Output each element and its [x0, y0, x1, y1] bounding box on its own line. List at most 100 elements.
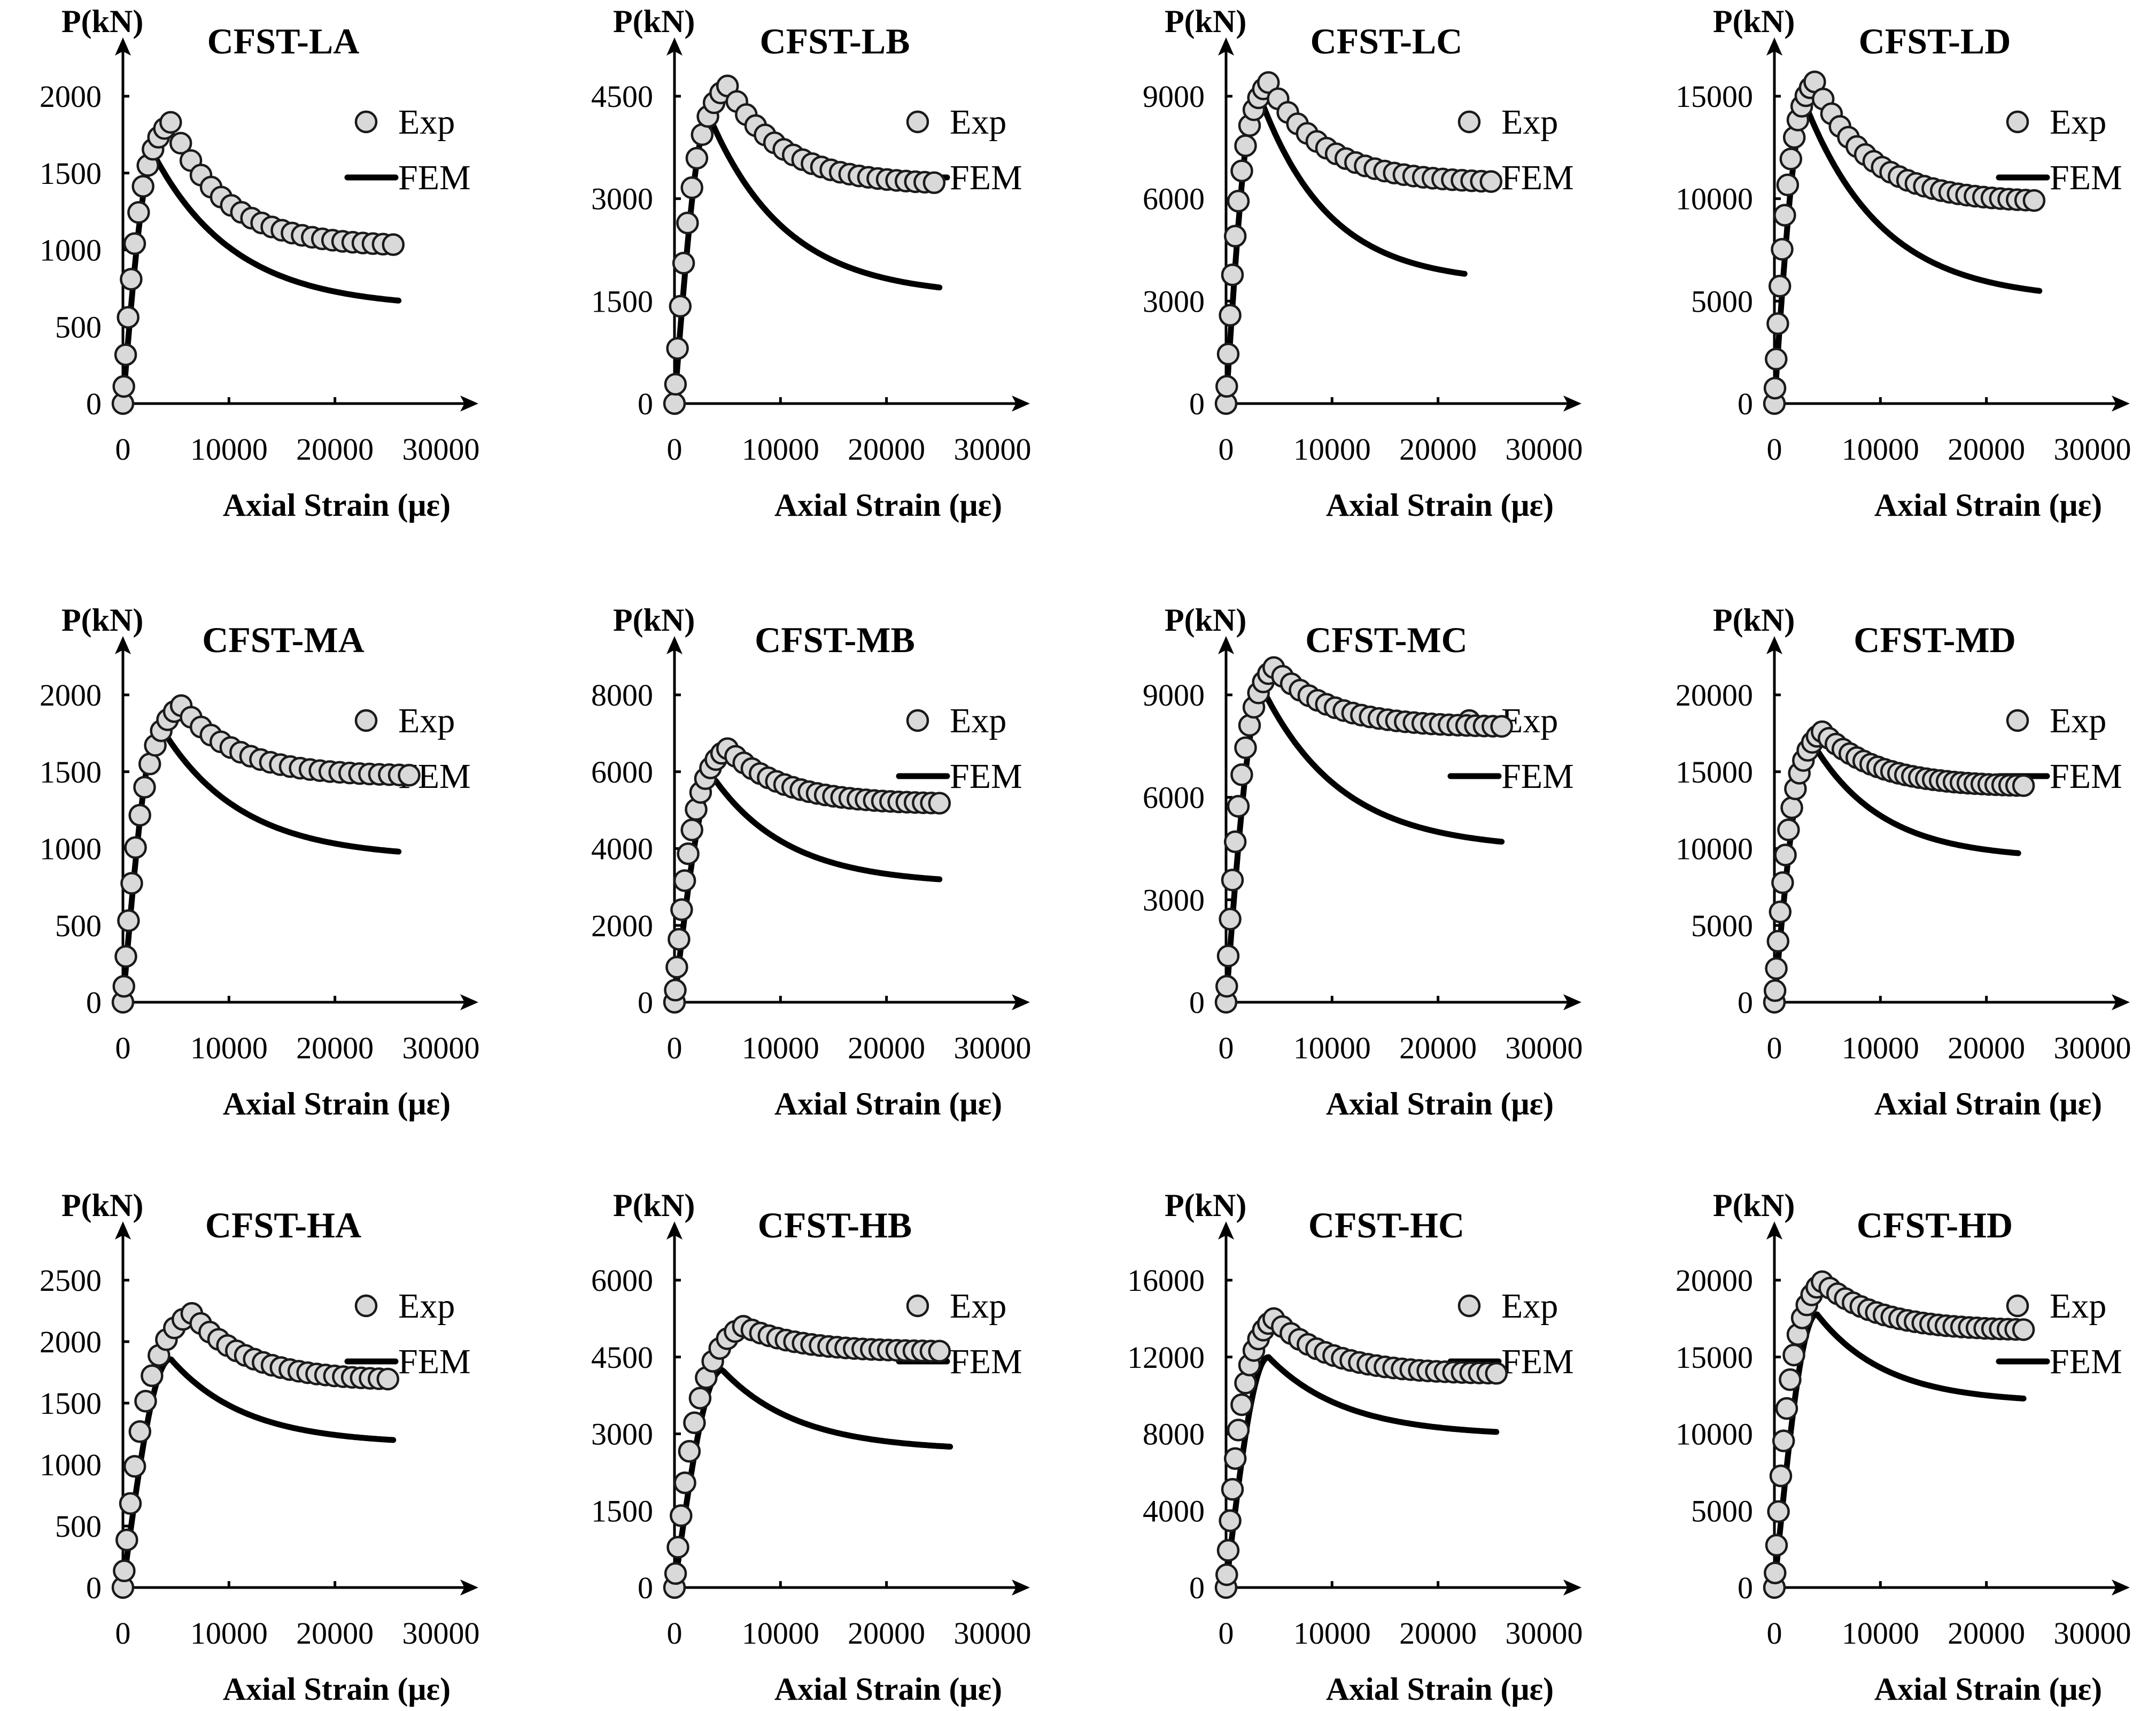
x-tick-label: 20000: [296, 432, 374, 467]
x-axis-label: Axial Strain (με): [774, 1671, 1002, 1707]
y-tick-label: 1000: [40, 233, 102, 268]
exp-data-point: [664, 979, 687, 1002]
exp-data-point: [1219, 908, 1242, 931]
exp-data-point: [1763, 979, 1787, 1002]
exp-data-point: [114, 343, 137, 366]
y-tick-label: 3000: [591, 1417, 653, 1452]
y-axis-arrow: [115, 1221, 131, 1240]
exp-data-point: [1223, 830, 1247, 854]
y-tick-label: 2500: [40, 1263, 102, 1298]
x-axis-arrow: [1563, 396, 1581, 412]
y-tick-label: 8000: [591, 678, 653, 713]
legend-exp-marker: [906, 709, 929, 732]
exp-data-point: [664, 1562, 687, 1585]
x-axis-label: Axial Strain (με): [774, 487, 1002, 523]
exp-data-point: [683, 1411, 706, 1435]
y-tick-label: 3000: [591, 182, 653, 216]
legend-exp-marker: [354, 110, 378, 134]
x-tick-label: 30000: [954, 1031, 1032, 1065]
x-axis-label: Axial Strain (με): [1874, 1671, 2102, 1707]
chart-panel: 0 500 1000 1500 2000 2500 0 10000 20000 30000 P(kN…: [40, 1188, 480, 1707]
legend-exp-label: Exp: [398, 1287, 455, 1326]
y-tick-label: 1500: [591, 284, 653, 319]
exp-data-point: [1215, 974, 1238, 998]
exp-data-point: [678, 1439, 701, 1463]
x-tick-label: 20000: [1399, 432, 1477, 467]
chart-title: CFST-LC: [1310, 21, 1463, 61]
legend-fem-label: FEM: [2050, 757, 2122, 796]
exp-data-point: [1777, 818, 1800, 841]
exp-data-point: [1227, 190, 1250, 213]
chart-title: CFST-LA: [207, 21, 360, 61]
exp-data-point: [676, 211, 699, 235]
y-axis-arrow: [666, 636, 683, 654]
exp-data-point: [376, 1367, 400, 1391]
y-tick-label: 5000: [1691, 908, 1753, 943]
y-axis-label: P(kN): [1713, 602, 1795, 638]
x-tick-label: 30000: [402, 1616, 480, 1651]
exp-data-point: [141, 1364, 164, 1388]
x-tick-label: 20000: [1948, 1616, 2025, 1651]
chart-title: CFST-MD: [1853, 620, 2016, 660]
exp-data-point: [1764, 1561, 1787, 1584]
exp-data-point: [1230, 159, 1253, 182]
x-axis-label: Axial Strain (με): [1326, 1086, 1554, 1121]
x-axis-arrow: [1563, 1580, 1581, 1596]
y-tick-label: 10000: [1676, 182, 1753, 216]
exp-data-point: [1765, 347, 1788, 371]
legend-fem-label: FEM: [2050, 1342, 2122, 1381]
legend-fem-label: FEM: [1501, 757, 1574, 796]
exp-data-point: [669, 295, 692, 318]
y-axis-label: P(kN): [613, 1188, 695, 1223]
exp-data-point: [673, 869, 696, 892]
chart-title: CFST-LB: [760, 21, 910, 61]
legend-fem-label: FEM: [950, 158, 1022, 197]
y-tick-label: 2000: [591, 908, 653, 943]
y-tick-label: 8000: [1143, 1417, 1205, 1452]
y-tick-label: 0: [86, 985, 102, 1020]
y-tick-label: 2000: [40, 79, 102, 114]
legend-exp-label: Exp: [2050, 103, 2106, 142]
exp-data-point: [1257, 71, 1280, 94]
x-tick-label: 30000: [1506, 1031, 1583, 1065]
fem-series-line: [120, 723, 402, 1005]
exp-data-point: [1782, 1343, 1805, 1367]
y-tick-label: 9000: [1143, 678, 1205, 713]
exp-data-point: [1766, 930, 1790, 953]
y-tick-label: 4000: [591, 832, 653, 866]
exp-data-point: [680, 176, 703, 199]
x-tick-label: 0: [667, 1031, 683, 1065]
exp-data-point: [672, 252, 695, 275]
exp-data-point: [131, 175, 154, 198]
x-tick-label: 30000: [954, 1616, 1032, 1651]
legend-exp-marker: [1457, 110, 1481, 134]
legend-fem-label: FEM: [1501, 1342, 1574, 1381]
y-tick-label: 12000: [1127, 1340, 1205, 1375]
y-tick-label: 6000: [591, 1263, 653, 1298]
x-tick-label: 30000: [402, 1031, 480, 1065]
legend-exp-marker: [354, 1294, 378, 1318]
exp-data-point: [1769, 1464, 1793, 1488]
exp-data-point: [1216, 1539, 1240, 1562]
x-tick-label: 10000: [1842, 1616, 1919, 1651]
fem-series-line: [1771, 1311, 2027, 1591]
exp-data-point: [169, 131, 192, 155]
x-tick-label: 20000: [1948, 432, 2025, 467]
exp-data-point: [668, 927, 691, 951]
y-tick-label: 6000: [1143, 182, 1205, 216]
exp-data-point: [673, 1471, 696, 1495]
y-tick-label: 16000: [1127, 1263, 1205, 1298]
x-axis-arrow: [460, 1580, 478, 1596]
y-tick-label: 0: [638, 985, 653, 1020]
y-axis-label: P(kN): [61, 1188, 143, 1223]
exp-data-point: [1227, 795, 1250, 818]
x-tick-label: 10000: [1293, 1031, 1371, 1065]
x-tick-label: 30000: [2054, 432, 2131, 467]
exp-data-point: [1219, 304, 1242, 327]
y-tick-label: 15000: [1676, 79, 1753, 114]
x-tick-label: 0: [1219, 1031, 1234, 1065]
y-tick-label: 4000: [1143, 1493, 1205, 1528]
exp-data-point: [133, 776, 156, 799]
